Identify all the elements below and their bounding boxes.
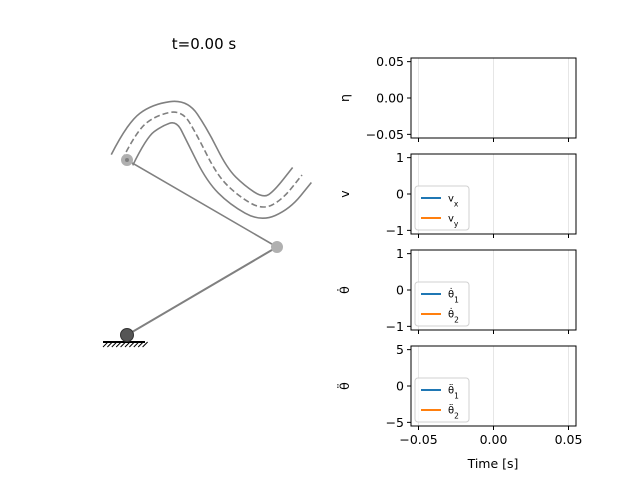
- path-boundary-outer: [132, 122, 312, 219]
- ground-hatch: [133, 341, 140, 348]
- legend: θ̈1θ̈2: [414, 377, 470, 423]
- x-tick-label: −0.05: [399, 432, 437, 447]
- y-tick-label: −0.05: [366, 127, 404, 142]
- legend-box: [414, 377, 470, 423]
- ground-hatch: [137, 341, 144, 348]
- ground-hatch: [107, 341, 113, 348]
- ground-hatch: [111, 341, 118, 348]
- legend-label: θ̈2: [448, 404, 459, 420]
- y-tick-label: −5: [386, 415, 404, 430]
- y-tick-label: −1: [386, 223, 404, 238]
- y-axis-label: v: [337, 190, 352, 198]
- y-axis-label: θ̈: [337, 382, 352, 390]
- x-tick-label: 0.00: [480, 432, 508, 447]
- ground-hatch: [124, 341, 131, 348]
- legend: θ̇1θ̇2: [414, 281, 470, 327]
- y-tick-label: −1: [386, 319, 404, 334]
- y-tick-label: 1: [396, 246, 404, 261]
- y-tick-label: 0: [396, 283, 404, 298]
- elbow-joint: [271, 241, 283, 253]
- path-centerline: [121, 111, 303, 208]
- y-tick-label: 0.00: [376, 91, 404, 106]
- figure-title: t=0.00 s: [172, 35, 237, 53]
- panel-2: −1 0 1 v vx vy: [337, 150, 577, 238]
- y-tick-label: 0.05: [376, 54, 404, 69]
- y-axis-label: θ̇: [337, 286, 352, 294]
- legend-label: vx: [448, 194, 459, 209]
- ground-hatch: [129, 341, 135, 348]
- y-tick-label: 0: [396, 379, 404, 394]
- mechanism-plot: [102, 100, 312, 348]
- link-2: [126, 159, 278, 248]
- base-joint: [120, 328, 134, 342]
- link-1: [126, 246, 278, 336]
- x-tick-label: 0.05: [555, 432, 583, 447]
- path-boundary-inner: [110, 100, 294, 197]
- ground-hatch: [142, 341, 148, 348]
- legend-label: θ̇1: [448, 287, 459, 304]
- legend-box: [414, 185, 470, 231]
- y-tick-label: 5: [396, 342, 404, 357]
- y-tick-label: 1: [396, 150, 404, 165]
- legend-label: θ̇2: [448, 307, 459, 324]
- x-axis-label: Time [s]: [467, 456, 519, 471]
- ground-hatch: [102, 341, 109, 348]
- y-tick-label: 0: [396, 187, 404, 202]
- end-effector-dot: [125, 158, 129, 162]
- y-axis-label: η: [337, 94, 352, 102]
- ground-hatch: [115, 341, 122, 348]
- panel-1: −0.05 0.00 0.05 η: [337, 54, 577, 142]
- legend-box: [414, 281, 470, 327]
- legend-label: vy: [448, 214, 459, 229]
- legend-label: θ̈1: [448, 384, 459, 400]
- ground-hatch: [120, 341, 126, 348]
- legend: vx vy: [414, 185, 470, 231]
